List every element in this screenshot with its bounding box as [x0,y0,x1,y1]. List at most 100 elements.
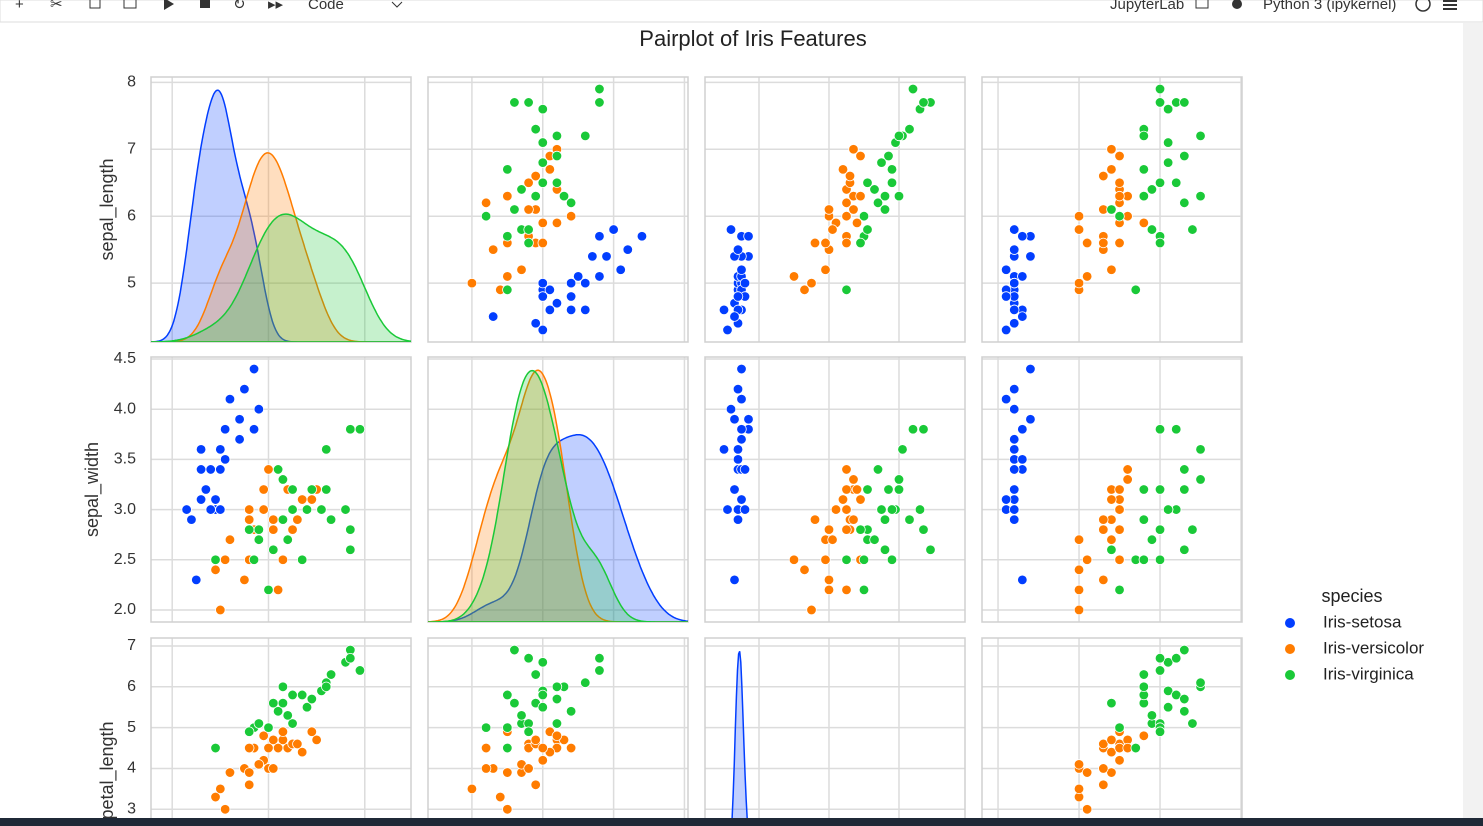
scatter-point [565,277,577,289]
scatter-point [1106,144,1117,155]
scatter-point [841,584,852,596]
scatter-point [827,224,838,235]
scatter-point [1098,574,1109,586]
scatter-point [181,504,192,515]
scatter-point [1154,726,1166,737]
scatter-point [277,474,289,485]
scatter-point [306,693,318,705]
scatter-point [855,190,866,202]
scatter-point [837,494,849,505]
scatter-point [872,464,884,475]
add-button[interactable]: + [15,0,24,13]
scatter-point [1114,554,1125,565]
scatter-point [893,130,905,142]
scatter-point [191,574,202,586]
scatter-point [615,264,626,275]
scatter-point [841,484,852,495]
panel-frame [704,76,966,343]
scatter-point [1162,702,1174,713]
scatter-point [893,484,905,495]
panel-content [428,369,688,622]
scatter-point [1009,383,1020,395]
scatter-point [869,184,880,195]
scatter-point [215,444,226,455]
scatter-point [502,722,513,733]
kde-area [428,369,688,622]
scatter-point [296,554,308,565]
dropdown-arrow[interactable] [391,1,403,8]
scatter-point [325,514,337,525]
scatter-point [851,217,863,229]
stop-button[interactable] [200,0,210,8]
scatter-point [306,726,318,737]
scatter-point [830,504,842,515]
scatter-point [544,284,556,296]
scatter-point [530,734,541,746]
app-name[interactable]: JupyterLab [1110,0,1184,13]
scatter-point [1162,657,1174,668]
paste-button[interactable] [123,0,137,9]
scatter-point [277,726,289,737]
scatter-point [1138,514,1150,525]
scatter-point [480,722,492,733]
scatter-point [321,444,332,455]
scatter-point [287,504,298,515]
menu-button[interactable] [1443,0,1457,10]
scatter-point [523,763,534,774]
panel-frame [150,637,412,818]
scatter-point [1114,177,1125,188]
scatter-point [1138,190,1150,202]
restart-button[interactable]: ↻ [233,0,246,13]
scatter-point [530,779,541,790]
debug-icon[interactable] [1232,0,1242,9]
scatter-point [1073,564,1085,576]
scatter-point [837,164,849,175]
scatter-point [879,204,891,215]
scatter-point [1195,190,1206,202]
scatter-point [1073,277,1085,289]
scatter-point [1000,393,1012,405]
scatter-point [287,484,298,495]
scatter-point [502,284,513,296]
scatter-point [565,291,577,302]
scrollbar[interactable] [1463,23,1483,818]
scatter-point [1122,464,1133,475]
scatter-point [732,383,744,395]
scatter-point [848,144,859,155]
scatter-point [239,383,250,395]
scatter-point [565,210,577,222]
scatter-point [823,574,835,586]
scatter-point [1081,271,1093,282]
scatter-point [565,706,577,717]
scatter-point [806,277,817,289]
scatter-point [1162,157,1174,168]
cut-button[interactable]: ✂ [50,0,63,13]
scatter-point [296,689,308,701]
scatter-point [862,484,873,495]
scatter-point [1114,524,1125,535]
legend-marker [1285,644,1295,654]
panel-bg [705,77,965,342]
scatter-point [502,804,513,815]
cell-type[interactable]: Code [308,0,344,13]
run-button[interactable] [164,0,174,10]
scatter-point [1195,677,1206,688]
scatter-point [1114,504,1125,515]
scatter-point [736,434,747,445]
scatter-point [292,514,303,525]
scatter-point [244,524,255,535]
copy-button[interactable] [89,0,101,9]
scatter-point [1000,324,1012,336]
scatter-point [886,504,898,515]
run-all-button[interactable]: ▸▸ [268,0,284,13]
scatter-point [1138,554,1150,565]
scatter-point [565,742,577,754]
kernel-name[interactable]: Python 3 (ipykernel) [1263,0,1396,13]
scatter-point [1138,217,1150,229]
scatter-point [1081,804,1093,815]
open-icon[interactable] [1195,0,1209,9]
scatter-point [253,718,265,729]
scatter-point [806,604,817,616]
scatter-point [1106,264,1117,275]
scatter-point [210,791,221,803]
